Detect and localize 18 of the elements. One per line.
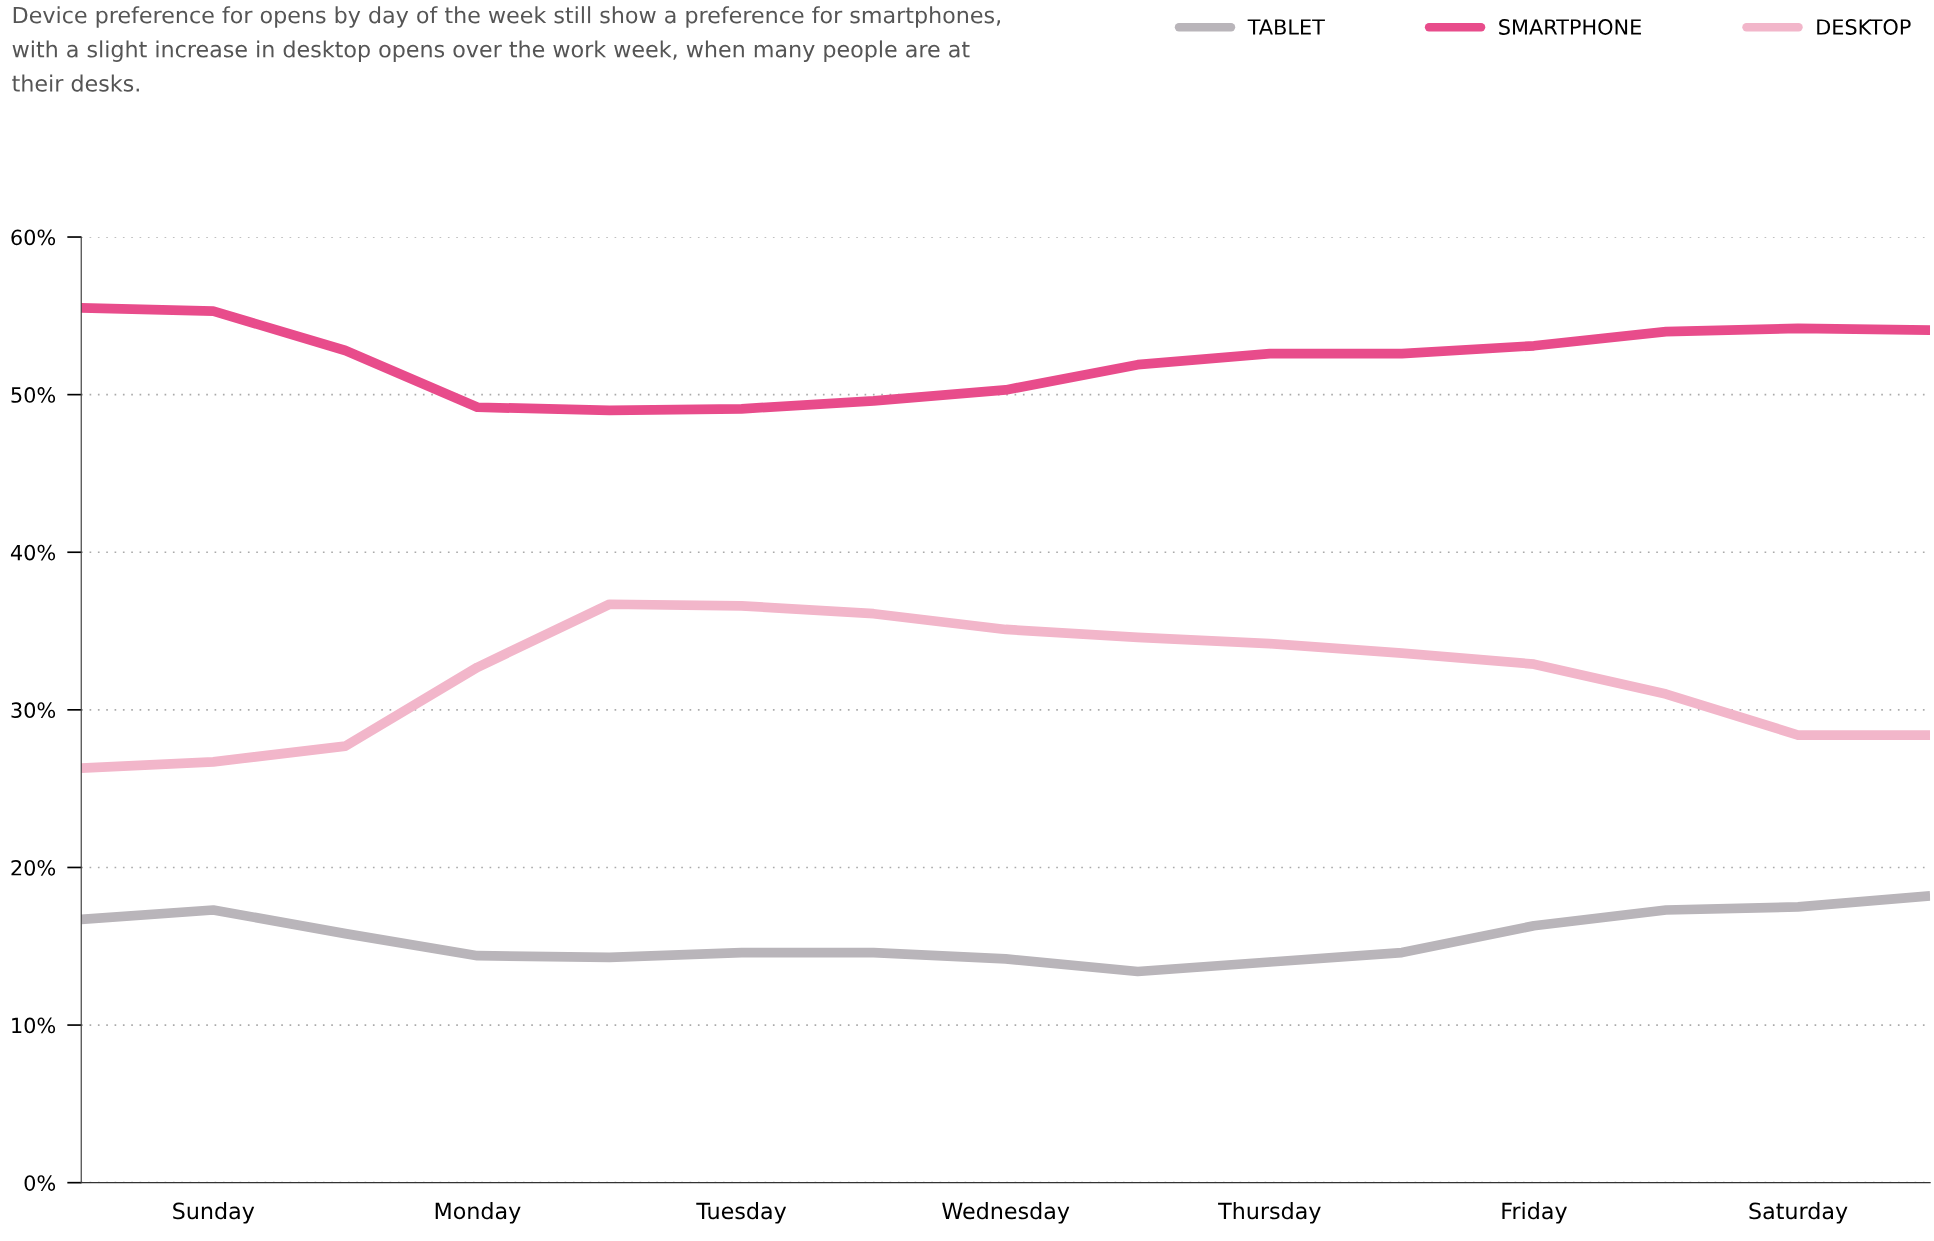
y-tick-label: 0% [24,1175,56,1191]
y-tick-label: 20% [11,859,56,876]
legend-label: TABLET [1247,19,1325,35]
x-tick-label: Monday [435,1202,521,1224]
x-tick-label: Tuesday [696,1202,787,1224]
x-tick-label: Wednesday [942,1202,1070,1224]
y-tick-label: 10% [12,1017,56,1034]
y-tick-label: 40% [10,544,56,561]
legend-label: SMARTPHONE [1499,19,1641,35]
x-tick-label: Saturday [1749,1202,1848,1224]
chart-title: Device preference for opens by day of the week still show a preference for smartphones, with a slight increase in desktop opens over the work week, when many people are at their desks. [12,6,1000,92]
y-tick-label: 30% [11,702,56,719]
y-tick-label: 50% [11,387,56,403]
x-tick-label: Thursday [1218,1202,1321,1224]
x-tick-label: Sunday [173,1202,255,1224]
legend-label: DESKTOP [1817,19,1911,35]
y-tick-label: 60% [11,229,56,246]
x-tick-label: Friday [1502,1202,1567,1224]
